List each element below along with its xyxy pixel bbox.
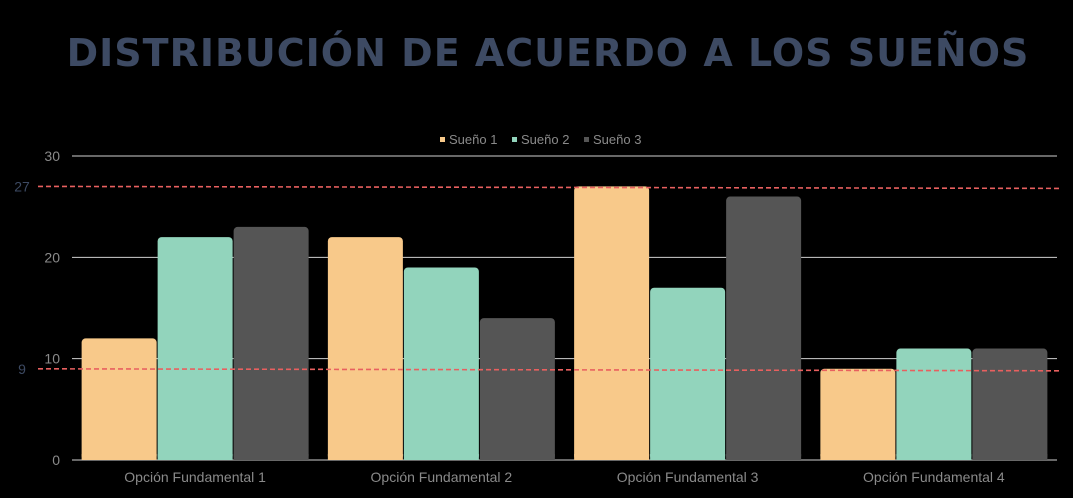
reference-line-label: 27 [14,178,30,194]
reference-lines: 27 9 [14,178,1061,377]
x-category-label: Opción Fundamental 2 [371,469,513,485]
bar-base [157,454,233,460]
bar [479,318,555,460]
x-axis-categories: Opción Fundamental 1 Opción Fundamental 2… [124,469,1005,485]
legend: Sueño 1 Sueño 2 Sueño 3 [440,132,641,147]
bar-base [972,454,1048,460]
bar-base [479,454,555,460]
bar [650,287,726,460]
bar-base [403,454,479,460]
legend-swatch [440,137,445,142]
reference-line [37,367,1061,372]
bar [726,196,802,461]
x-category-label: Opción Fundamental 1 [124,469,266,485]
bar-base [81,454,157,460]
x-category-label: Opción Fundamental 3 [617,469,759,485]
bar [972,348,1048,460]
legend-swatch [584,137,589,142]
y-tick-label: 0 [52,452,60,468]
y-tick-label: 10 [44,351,60,367]
reference-line-label: 9 [18,361,26,377]
legend-label: Sueño 1 [449,132,497,147]
legend-swatch [512,137,517,142]
y-tick-label: 20 [44,249,60,265]
x-category-label: Opción Fundamental 4 [863,469,1005,485]
y-tick-label: 30 [44,148,60,164]
bar-base [726,454,802,460]
bar [81,338,157,460]
legend-label: Sueño 2 [521,132,569,147]
bar [574,186,650,460]
bar [157,237,233,460]
bar-base [820,454,896,460]
bar [327,237,403,460]
legend-label: Sueño 3 [593,132,641,147]
y-axis-ticks: 0 10 20 30 [44,148,60,468]
bar [403,267,479,460]
bar [896,348,972,460]
bar [820,368,896,460]
bar-base [574,454,650,460]
bar-base [233,454,309,460]
bars [81,186,1048,461]
bar [233,226,309,460]
reference-line [37,185,1061,190]
bar-base [650,454,726,460]
bar-base [327,454,403,460]
chart-title: DISTRIBUCIÓN DE ACUERDO A LOS SUEÑOS [67,31,1030,75]
bar-base [896,454,972,460]
